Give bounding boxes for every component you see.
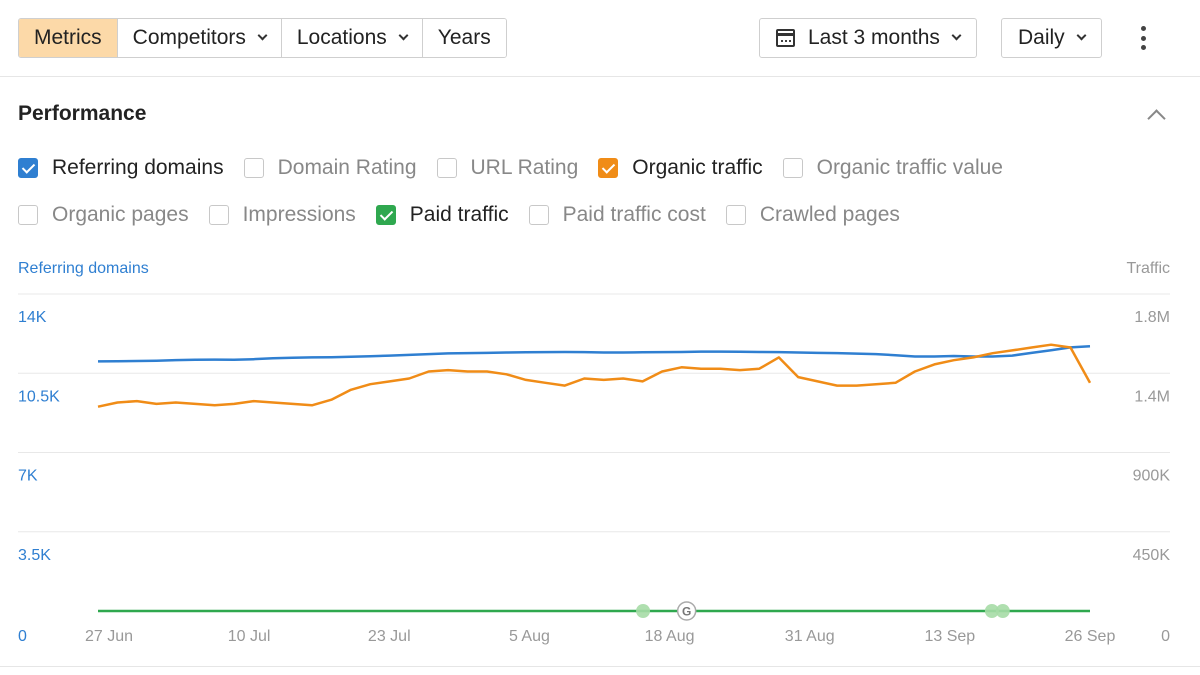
date-range-label: Last 3 months bbox=[808, 26, 940, 49]
google-update-marker bbox=[676, 601, 697, 621]
left-tick-label: 7K bbox=[18, 468, 38, 485]
metric-checkboxes-row-1: Referring domains Domain Rating URL Rati… bbox=[18, 156, 1023, 180]
left-axis-title: Referring domains bbox=[18, 260, 149, 277]
checkbox-box[interactable] bbox=[782, 158, 803, 178]
checkbox-label: Domain Rating bbox=[277, 156, 417, 179]
tab-competitors-label: Competitors bbox=[132, 26, 246, 49]
x-tick-label: 18 Aug bbox=[645, 628, 695, 645]
checkbox-label: Organic traffic value bbox=[816, 156, 1003, 179]
x-tick-label: 31 Aug bbox=[785, 628, 835, 645]
checkbox-organic-traffic-value[interactable]: Organic traffic value bbox=[782, 156, 1003, 180]
google-update-marker-label: G bbox=[682, 605, 691, 619]
checkbox-box[interactable] bbox=[243, 158, 264, 178]
checkbox-organic-pages[interactable]: Organic pages bbox=[18, 203, 189, 227]
x-tick-label: 27 Jun bbox=[85, 628, 133, 645]
checkbox-paid-traffic[interactable]: Paid traffic bbox=[375, 203, 509, 227]
checkbox-label: Impressions bbox=[242, 203, 356, 226]
annotation-marker bbox=[636, 604, 651, 618]
checkbox-box[interactable] bbox=[598, 158, 619, 178]
checkbox-label: Organic traffic bbox=[632, 156, 763, 179]
annotation-marker bbox=[995, 604, 1010, 618]
checkbox-label: Organic pages bbox=[52, 203, 189, 226]
checkbox-label: Paid traffic cost bbox=[562, 203, 706, 226]
checkbox-url-rating[interactable]: URL Rating bbox=[436, 156, 579, 180]
toolbar: Metrics Competitors Locations Years Last… bbox=[0, 0, 1200, 77]
tab-years-label: Years bbox=[437, 26, 491, 49]
tab-competitors[interactable]: Competitors bbox=[117, 19, 282, 57]
more-options-icon[interactable] bbox=[1132, 24, 1154, 52]
x-tick-label: 23 Jul bbox=[368, 628, 411, 645]
calendar-icon bbox=[776, 29, 795, 47]
checkbox-referring-domains[interactable]: Referring domains bbox=[18, 156, 224, 180]
right-tick-label: 0 bbox=[1161, 628, 1170, 645]
checkbox-domain-rating[interactable]: Domain Rating bbox=[243, 156, 417, 180]
right-tick-label: 1.8M bbox=[1134, 309, 1170, 326]
x-tick-label: 5 Aug bbox=[509, 628, 550, 645]
checkbox-box[interactable] bbox=[18, 158, 38, 178]
right-tick-label: 1.4M bbox=[1134, 388, 1170, 405]
checkbox-box[interactable] bbox=[375, 205, 396, 225]
series-line-organic-traffic bbox=[97, 343, 1092, 408]
interval-dropdown[interactable]: Daily bbox=[1001, 18, 1102, 58]
chevron-down-icon bbox=[1076, 30, 1087, 41]
report-tabs: Metrics Competitors Locations Years bbox=[18, 18, 507, 58]
annotation-marker bbox=[984, 604, 999, 618]
divider bbox=[0, 666, 1200, 667]
chevron-up-icon[interactable] bbox=[1147, 109, 1166, 128]
right-axis-title: Traffic bbox=[1126, 260, 1170, 277]
x-tick-label: 10 Jul bbox=[228, 628, 271, 645]
checkbox-box[interactable] bbox=[18, 205, 38, 225]
left-tick-label: 3.5K bbox=[18, 547, 51, 564]
right-tick-label: 450K bbox=[1133, 547, 1171, 564]
left-tick-label: 0 bbox=[18, 628, 27, 645]
right-tick-label: 900K bbox=[1133, 468, 1171, 485]
checkbox-impressions[interactable]: Impressions bbox=[208, 203, 356, 227]
checkbox-paid-traffic-cost[interactable]: Paid traffic cost bbox=[528, 203, 706, 227]
checkbox-box[interactable] bbox=[436, 158, 457, 178]
checkbox-label: URL Rating bbox=[470, 156, 579, 179]
date-range-dropdown[interactable]: Last 3 months bbox=[759, 18, 977, 58]
tab-metrics-label: Metrics bbox=[34, 26, 102, 49]
checkbox-label: Crawled pages bbox=[759, 203, 900, 226]
tab-years[interactable]: Years bbox=[422, 19, 506, 57]
tab-locations[interactable]: Locations bbox=[281, 19, 423, 57]
metric-checkboxes-row-2: Organic pages Impressions Paid traffic P… bbox=[18, 203, 920, 227]
checkbox-box[interactable] bbox=[528, 205, 549, 225]
interval-label: Daily bbox=[1018, 26, 1065, 49]
checkbox-box[interactable] bbox=[725, 205, 746, 225]
tab-metrics[interactable]: Metrics bbox=[19, 19, 118, 57]
checkbox-box[interactable] bbox=[208, 205, 229, 225]
chevron-down-icon bbox=[398, 30, 409, 41]
section-title: Performance bbox=[18, 102, 147, 125]
checkbox-crawled-pages[interactable]: Crawled pages bbox=[725, 203, 900, 227]
checkbox-label: Referring domains bbox=[52, 156, 224, 179]
series-line-referring-domains bbox=[97, 344, 1091, 363]
chevron-down-icon bbox=[257, 30, 268, 41]
left-tick-label: 10.5K bbox=[18, 388, 60, 405]
x-tick-label: 13 Sep bbox=[924, 628, 975, 645]
performance-chart: Referring domains Traffic 0 0 3.5K 450K 7K 900K… bbox=[18, 260, 1171, 645]
checkbox-label: Paid traffic bbox=[409, 203, 509, 226]
checkbox-organic-traffic[interactable]: Organic traffic bbox=[598, 156, 763, 180]
chevron-down-icon bbox=[951, 30, 962, 41]
left-tick-label: 14K bbox=[18, 309, 47, 326]
x-tick-label: 26 Sep bbox=[1065, 628, 1116, 645]
tab-locations-label: Locations bbox=[296, 26, 387, 49]
